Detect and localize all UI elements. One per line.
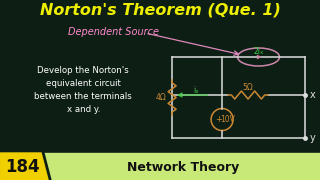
Text: x: x xyxy=(310,90,316,100)
Text: y: y xyxy=(310,133,316,143)
Polygon shape xyxy=(0,153,50,180)
Text: Dependent Source: Dependent Source xyxy=(68,27,159,37)
Text: 10V: 10V xyxy=(220,115,236,124)
Text: 5Ω: 5Ω xyxy=(243,82,253,91)
Text: Develop the Norton's
equivalent circuit
between the terminals
x and y.: Develop the Norton's equivalent circuit … xyxy=(34,66,132,114)
Text: 184: 184 xyxy=(5,158,40,176)
Text: 4Ω: 4Ω xyxy=(156,93,166,102)
Text: Norton's Theorem (Que. 1): Norton's Theorem (Que. 1) xyxy=(40,3,281,17)
Text: iₓ: iₓ xyxy=(193,86,199,94)
Text: 2iₓ: 2iₓ xyxy=(253,46,264,55)
Text: +: + xyxy=(216,115,222,124)
Polygon shape xyxy=(43,153,320,180)
Text: Network Theory: Network Theory xyxy=(127,161,239,174)
